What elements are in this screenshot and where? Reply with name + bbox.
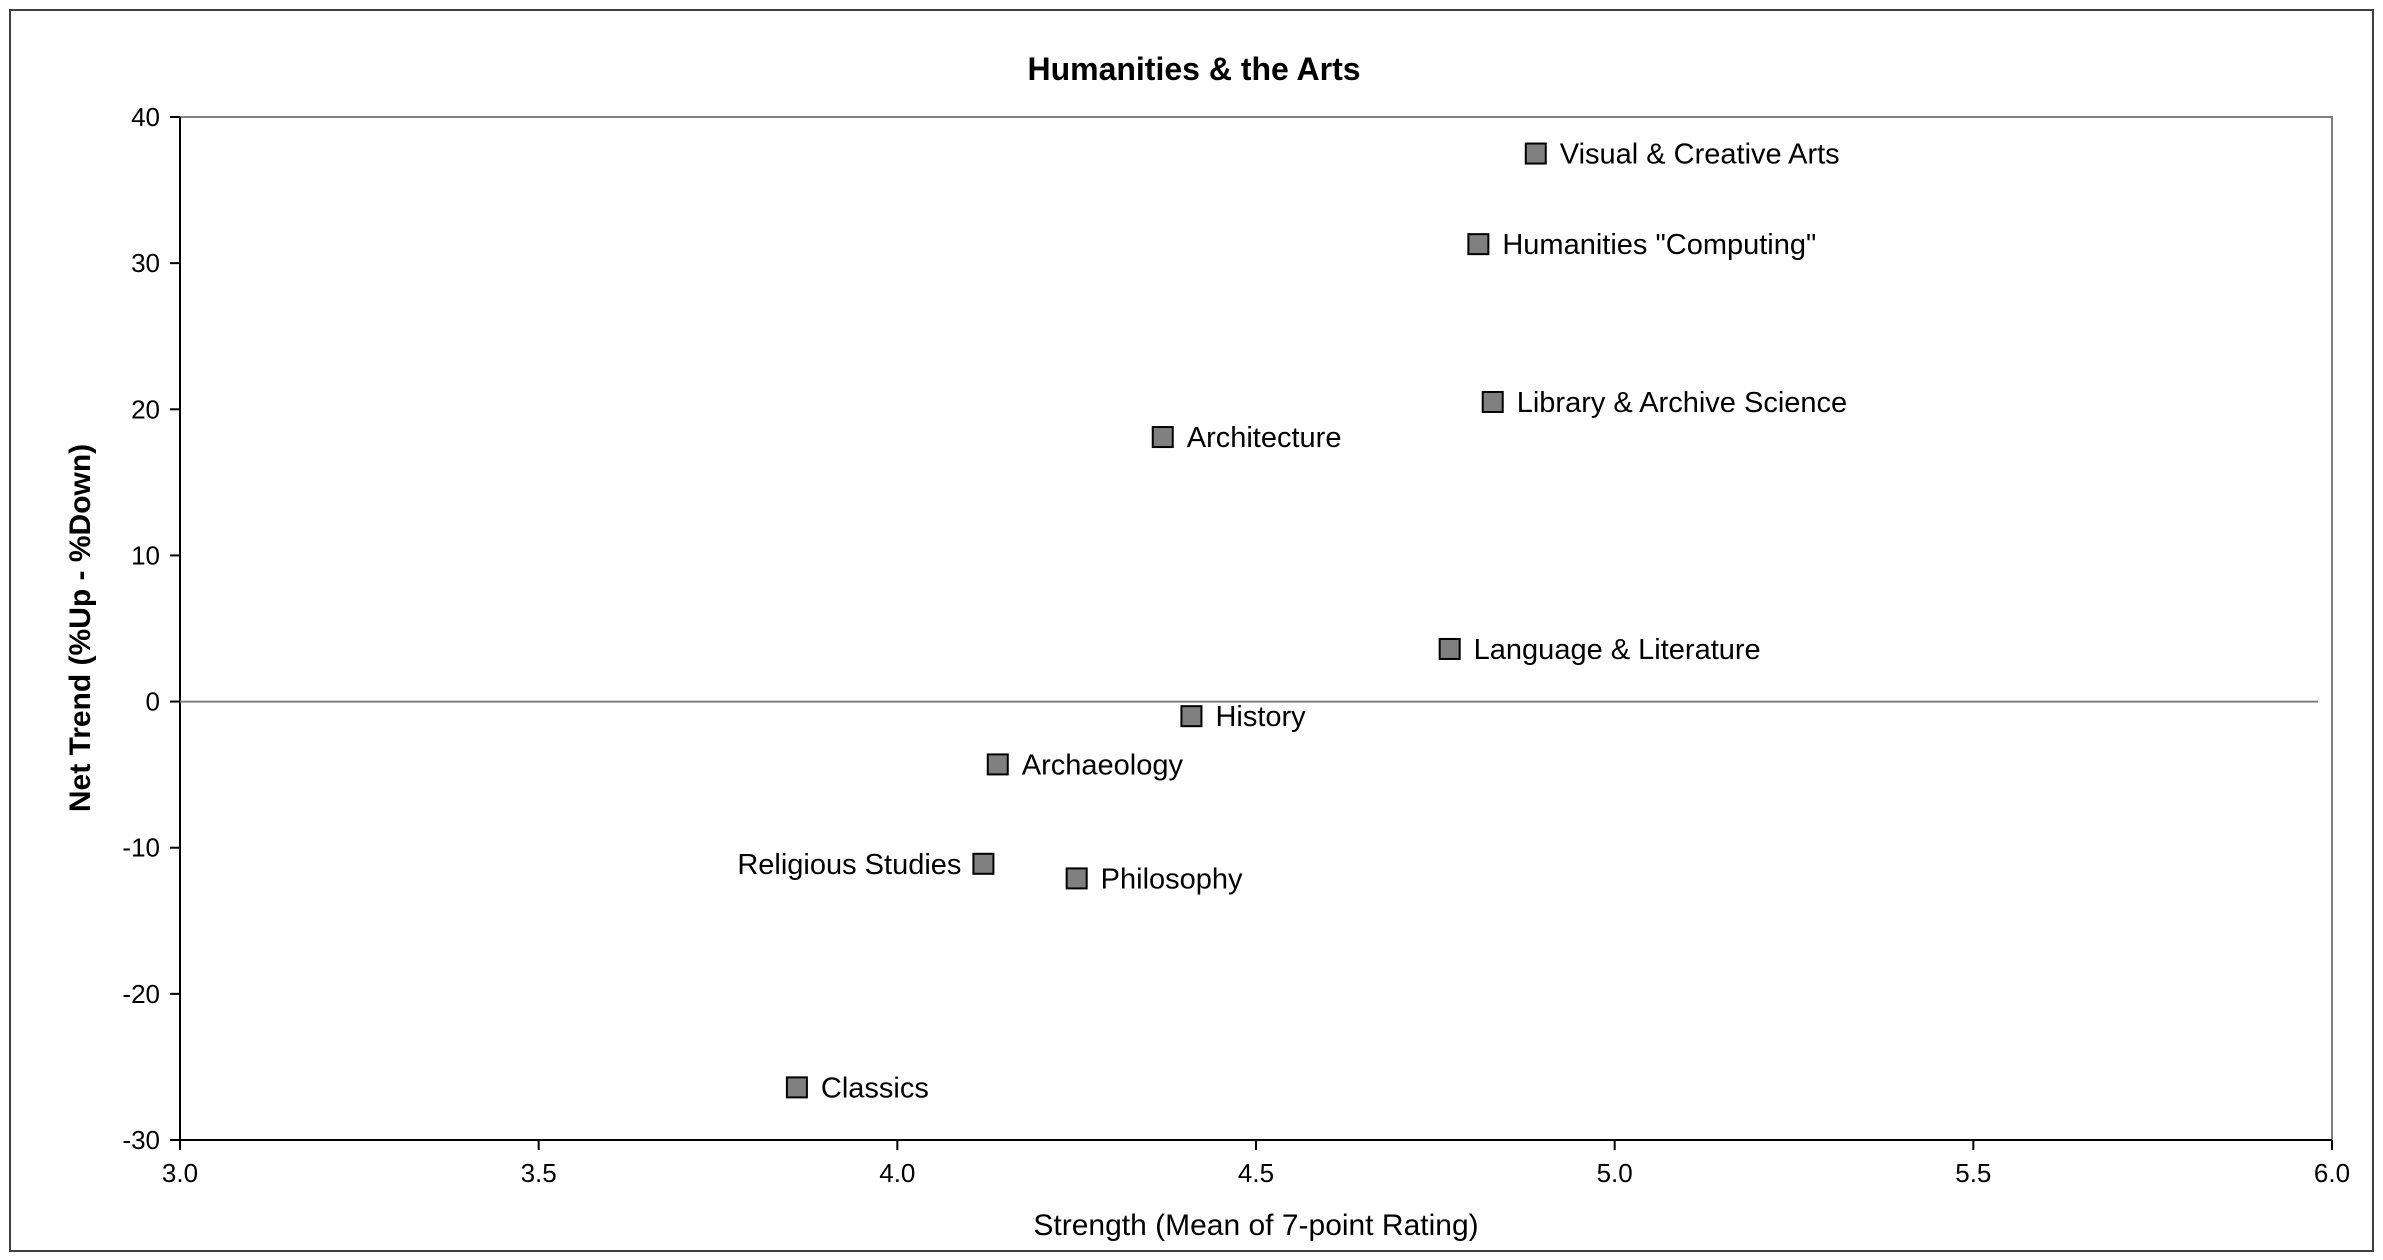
- y-axis-title: Net Trend (%Up - %Down): [64, 444, 97, 812]
- data-point: [972, 852, 995, 875]
- data-point-label: Archaeology: [1022, 749, 1184, 781]
- data-point: [1151, 426, 1174, 449]
- data-point-label: Architecture: [1187, 422, 1342, 454]
- x-tick-label: 4.5: [1238, 1158, 1274, 1188]
- y-tick-label: 10: [131, 540, 160, 570]
- data-point-label: Visual & Creative Arts: [1560, 139, 1840, 171]
- data-point: [785, 1076, 808, 1099]
- data-point: [1065, 867, 1088, 890]
- y-tick-label: 20: [131, 394, 160, 424]
- data-point-label: History: [1215, 701, 1306, 733]
- y-tick-label: -20: [122, 979, 160, 1009]
- tick-labels: 40 30 20 10 0 -10 -20 -303.0 3.5 4.0 4.5 5.0 5.5 6.0: [122, 102, 2350, 1188]
- axes: [170, 116, 2333, 1150]
- x-tick-label: 5.5: [1955, 1158, 1991, 1188]
- data-point-label: Language & Literature: [1474, 634, 1761, 666]
- y-tick-label: -30: [122, 1125, 160, 1155]
- y-tick-label: 0: [146, 687, 160, 717]
- data-point: [1180, 705, 1203, 728]
- y-tick-label: 40: [131, 102, 160, 132]
- data-point-label: Philosophy: [1101, 863, 1243, 895]
- data-point-label: Classics: [821, 1072, 929, 1104]
- data-point-label: Humanities "Computing": [1502, 229, 1816, 261]
- data-point: [1481, 390, 1504, 413]
- data-point-label: Library & Archive Science: [1517, 387, 1847, 419]
- x-axis-title: Strength (Mean of 7-point Rating): [1033, 1209, 1478, 1242]
- data-point: [1438, 637, 1461, 660]
- data-point: [1467, 233, 1490, 256]
- plot-area: [179, 116, 2333, 1141]
- x-tick-label: 3.0: [162, 1158, 198, 1188]
- x-tick-label: 6.0: [2314, 1158, 2350, 1188]
- x-tick-label: 5.0: [1597, 1158, 1633, 1188]
- data-points: Visual & Creative Arts Humanities "Comput…: [737, 139, 1847, 1105]
- chart-frame: [9, 9, 2374, 1252]
- data-point-label: Religious Studies: [737, 849, 961, 881]
- x-tick-label: 4.0: [879, 1158, 915, 1188]
- data-point: [1524, 142, 1547, 165]
- chart-title: Humanities & the Arts: [1027, 51, 1360, 87]
- x-tick-label: 3.5: [521, 1158, 557, 1188]
- y-tick-label: 30: [131, 248, 160, 278]
- y-tick-label: -10: [122, 833, 160, 863]
- data-point: [986, 753, 1009, 776]
